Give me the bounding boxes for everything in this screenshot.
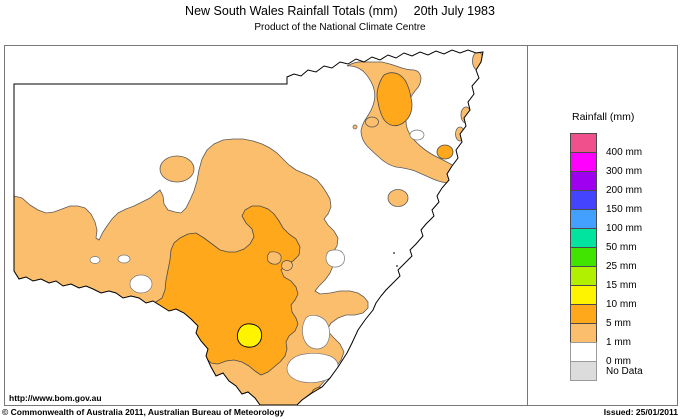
legend-swatch-25: 15 mm [570, 266, 637, 291]
legend-swatch-50: 25 mm [570, 247, 637, 272]
rain-region-1mm-dot-ne [352, 124, 358, 130]
map-legend-divider [527, 45, 528, 406]
legend-label-10mm: 10 mm [606, 299, 637, 310]
rain-region-1mm-hole-b [281, 260, 293, 271]
nsw-rainfall-map [13, 49, 484, 405]
rain-region-1mm-hole-a [266, 251, 282, 265]
legend-swatch-400: 300 mm [570, 152, 642, 177]
page-subtitle: Product of the National Climate Centre [254, 22, 426, 33]
rain-region-1mm-spot-east [387, 189, 409, 207]
legend-label-200mm: 200 mm [606, 185, 643, 196]
zero-rainfall-hole-south1 [302, 314, 330, 350]
legend-swatch-1: 0 mm [570, 342, 631, 367]
legend-label-400mm: 400 mm [606, 147, 643, 158]
legend-swatch-5: 1 mm [570, 323, 631, 348]
legend-swatch-150: 100 mm [570, 209, 642, 234]
coastal-island-mark [393, 252, 395, 254]
legend-swatch-15: 10 mm [570, 285, 637, 310]
legend-label-5mm: 5 mm [606, 318, 631, 329]
rain-region-1mm-spot-west [159, 155, 195, 183]
legend-label-50mm: 50 mm [606, 242, 637, 253]
coastal-island-mark [396, 265, 398, 267]
legend-label-nodata: No Data [606, 366, 643, 377]
rain-region-5mm-northeast [376, 72, 413, 127]
legend-swatch-100: 50 mm [570, 228, 637, 253]
zero-rainfall-hole-murray [129, 274, 153, 294]
rain-region-5mm-northeast-small [436, 144, 454, 160]
zero-rainfall-hole-ne [409, 129, 425, 141]
page-title-date: 20th July 1983 [413, 4, 495, 18]
legend-swatch-300: 200 mm [570, 171, 642, 196]
page-title: New South Wales Rainfall Totals (mm) 20th… [0, 4, 680, 18]
rain-region-5mm-border-lobe [65, 286, 85, 302]
legend-swatch-nodata: No Data [570, 361, 643, 381]
rain-region-1mm-spot-ne [365, 116, 379, 128]
legend-panel: 400 mm 300 mm 200 mm 150 mm 100 mm 50 mm… [570, 133, 643, 381]
legend-label-1mm: 1 mm [606, 337, 631, 348]
zero-rainfall-hole-center [325, 249, 345, 268]
zero-rainfall-hole-south2 [286, 352, 339, 384]
state-outline [13, 49, 484, 405]
legend-title: Rainfall (mm) [572, 111, 635, 123]
rain-region-10mm-pocket [236, 323, 263, 348]
legend-swatch-200: 150 mm [570, 190, 642, 215]
legend-label-15mm: 15 mm [606, 280, 637, 291]
copyright: © Commonwealth of Australia 2011, Austra… [2, 407, 285, 417]
source-url: http://www.bom.gov.au [9, 393, 102, 403]
legend-label-300mm: 300 mm [606, 166, 643, 177]
rain-region-5mm-southcoast [311, 386, 333, 400]
issued-date: Issued: 25/01/2011 [603, 407, 678, 417]
legend-swatch-above-400: 400 mm [570, 133, 642, 158]
legend-label-0mm: 0 mm [606, 356, 631, 367]
legend-label-25mm: 25 mm [606, 261, 637, 272]
page-title-text: New South Wales Rainfall Totals (mm) [185, 4, 398, 18]
legend-label-100mm: 100 mm [606, 223, 643, 234]
zero-rainfall-hole-w1 [89, 256, 101, 264]
legend-swatch-10: 5 mm [570, 304, 631, 329]
legend-label-150mm: 150 mm [606, 204, 643, 215]
zero-rainfall-hole-w2 [117, 254, 131, 264]
